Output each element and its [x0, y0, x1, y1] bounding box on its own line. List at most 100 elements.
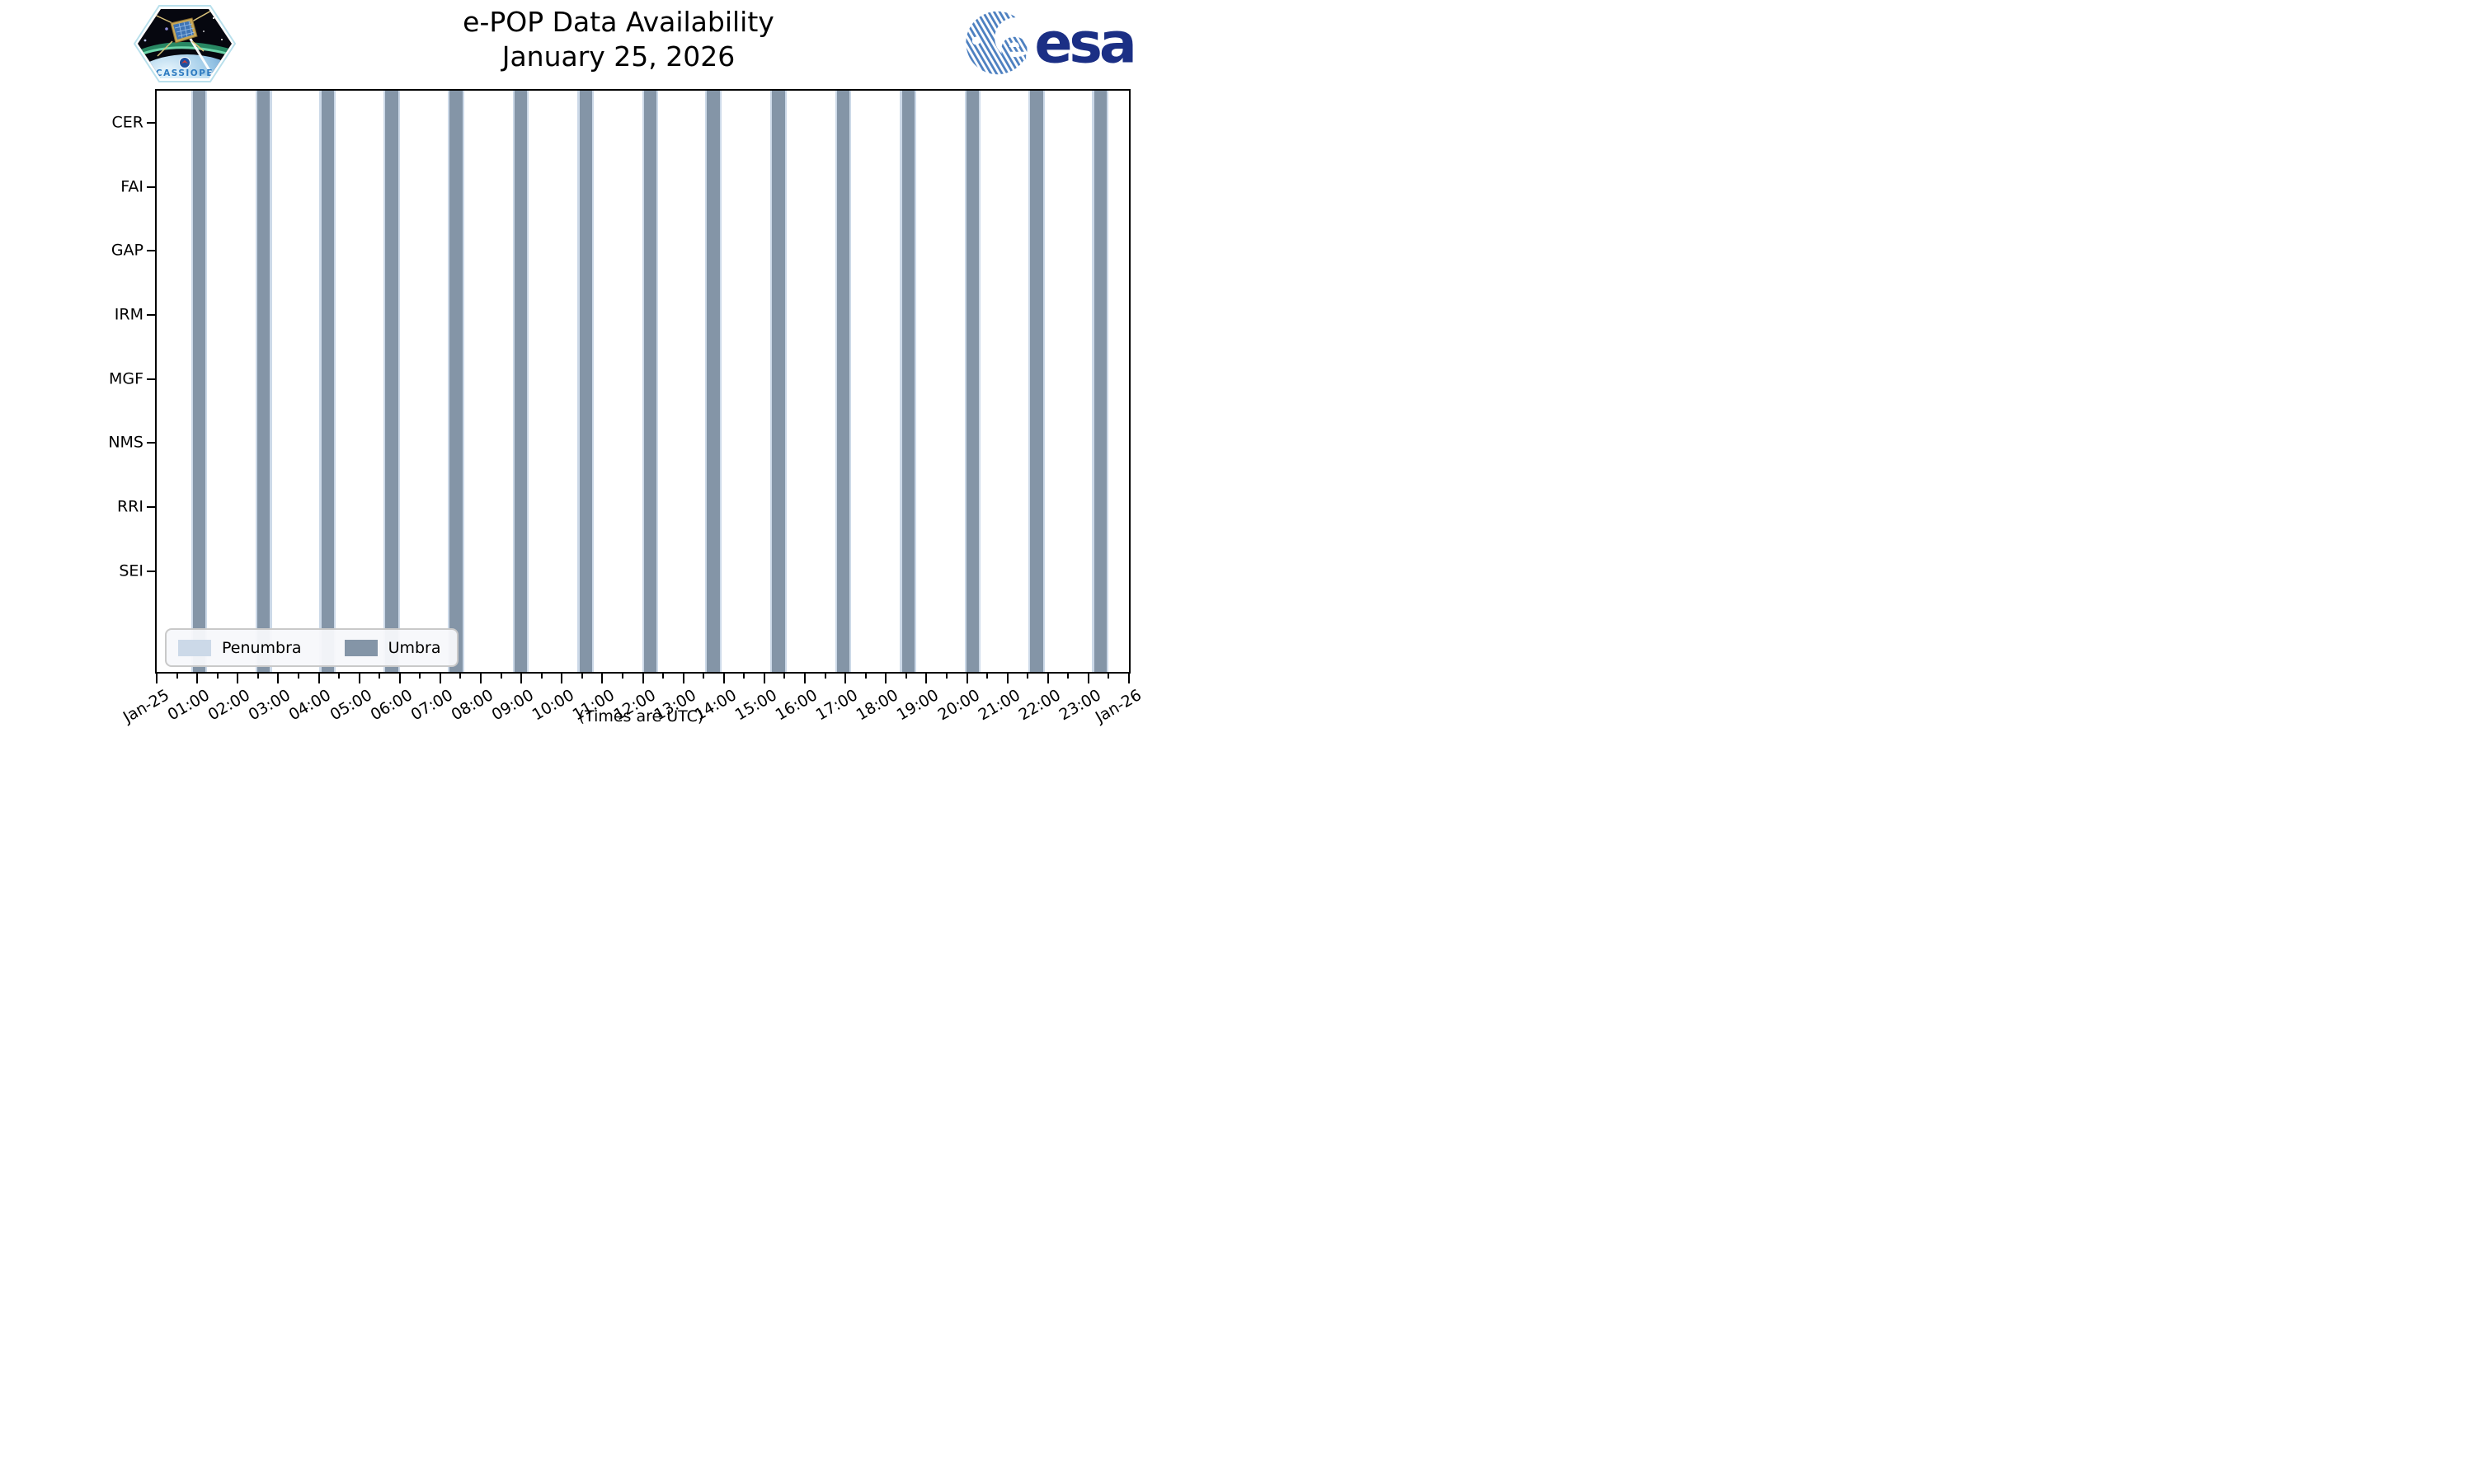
x-tick-major	[925, 674, 928, 683]
umbra-bar	[643, 91, 656, 672]
umbra-bar	[707, 91, 720, 672]
x-tick-major	[520, 674, 523, 683]
x-tick-major	[439, 674, 441, 683]
x-tick-major	[317, 674, 320, 683]
x-tick-major	[682, 674, 684, 683]
x-tick-minor	[297, 674, 299, 679]
umbra-bar	[321, 91, 334, 672]
umbra-bar	[579, 91, 592, 672]
cassiope-patch-icon: CASSIOPE	[133, 5, 237, 82]
umbra-bar	[966, 91, 979, 672]
umbra-bar	[901, 91, 915, 672]
legend: Penumbra Umbra	[165, 628, 459, 667]
y-tick	[147, 506, 155, 509]
x-tick-major	[844, 674, 847, 683]
x-tick-major	[358, 674, 360, 683]
x-tick-minor	[216, 674, 219, 679]
penumbra-swatch	[178, 639, 211, 656]
y-tick	[147, 378, 155, 380]
x-tick-major	[1087, 674, 1089, 683]
y-tick	[147, 442, 155, 444]
x-tick-minor	[824, 674, 826, 679]
x-tick-minor	[338, 674, 341, 679]
x-tick-major	[885, 674, 887, 683]
x-tick-minor	[864, 674, 867, 679]
esa-logo-icon: e esa	[966, 11, 1137, 76]
x-tick-major	[1128, 674, 1130, 683]
chart-subtitle: January 25, 2026	[501, 40, 736, 73]
x-tick-minor	[459, 674, 462, 679]
eclipse-bars-layer	[157, 91, 1129, 672]
y-axis-label-sei: SEI	[119, 561, 143, 580]
y-axis-label-nms: NMS	[108, 433, 143, 452]
cassiope-mission-patch: CASSIOPE	[130, 3, 239, 84]
x-tick-minor	[743, 674, 745, 679]
satellite-illustration	[147, 9, 219, 57]
x-tick-major	[196, 674, 199, 683]
x-tick-major	[277, 674, 280, 683]
x-tick-minor	[662, 674, 665, 679]
y-axis-label-rri: RRI	[116, 497, 143, 516]
x-tick-major	[966, 674, 968, 683]
svg-text:e: e	[999, 21, 1029, 72]
umbra-bar	[1030, 91, 1043, 672]
umbra-bar	[192, 91, 206, 672]
umbra-bar	[1094, 91, 1107, 672]
page-title: e-POP Data Availability January 25, 2026	[0, 5, 1237, 74]
x-tick-minor	[379, 674, 381, 679]
x-tick-major	[601, 674, 604, 683]
esa-logo-label: esa	[1034, 11, 1133, 76]
epop-availability-page: CASSIOPE e-POP Data Availability January…	[0, 0, 1237, 742]
x-tick-major	[763, 674, 765, 683]
x-tick-minor	[540, 674, 543, 679]
umbra-legend-label: Umbra	[388, 638, 441, 657]
x-tick-minor	[581, 674, 583, 679]
x-tick-major	[156, 674, 158, 683]
x-tick-major	[237, 674, 239, 683]
y-tick	[147, 570, 155, 572]
x-tick-minor	[905, 674, 907, 679]
x-tick-major	[1047, 674, 1049, 683]
x-tick-minor	[621, 674, 623, 679]
x-tick-minor	[783, 674, 786, 679]
y-tick	[147, 314, 155, 317]
umbra-bar	[772, 91, 785, 672]
x-tick-minor	[419, 674, 421, 679]
cassiope-patch-label: CASSIOPE	[156, 68, 214, 78]
y-axis-label-mgf: MGF	[108, 369, 143, 388]
x-tick-minor	[703, 674, 705, 679]
chart-title: e-POP Data Availability	[463, 6, 774, 38]
penumbra-legend-label: Penumbra	[222, 638, 302, 657]
esa-logo: e esa	[963, 7, 1141, 79]
umbra-bar	[257, 91, 270, 672]
umbra-bar	[515, 91, 528, 672]
umbra-bar	[449, 91, 463, 672]
x-tick-minor	[1067, 674, 1070, 679]
x-tick-major	[642, 674, 644, 683]
y-axis-label-gap: GAP	[111, 241, 143, 260]
x-tick-minor	[1108, 674, 1110, 679]
x-tick-minor	[1027, 674, 1029, 679]
x-tick-minor	[176, 674, 178, 679]
umbra-bar	[837, 91, 850, 672]
y-axis-label-cer: CER	[111, 113, 143, 132]
umbra-swatch	[344, 639, 378, 656]
x-tick-major	[398, 674, 401, 683]
x-tick-major	[1006, 674, 1009, 683]
y-axis-label-fai: FAI	[120, 177, 143, 196]
x-tick-major	[804, 674, 806, 683]
y-tick	[147, 121, 155, 124]
y-tick	[147, 186, 155, 188]
times-utc-note: (Times are UTC)	[578, 707, 704, 726]
x-tick-minor	[945, 674, 948, 679]
umbra-bar	[385, 91, 398, 672]
y-axis-label-irm: IRM	[114, 305, 143, 324]
x-tick-minor	[986, 674, 989, 679]
x-tick-minor	[500, 674, 502, 679]
x-tick-major	[722, 674, 725, 683]
x-tick-major	[480, 674, 482, 683]
x-tick-minor	[256, 674, 259, 679]
plot-area: CER FAI GAP IRM MGF NMS RRI SEI Jan-25 01:00 02:0…	[108, 89, 1145, 726]
x-tick-major	[561, 674, 563, 683]
y-tick	[147, 250, 155, 252]
